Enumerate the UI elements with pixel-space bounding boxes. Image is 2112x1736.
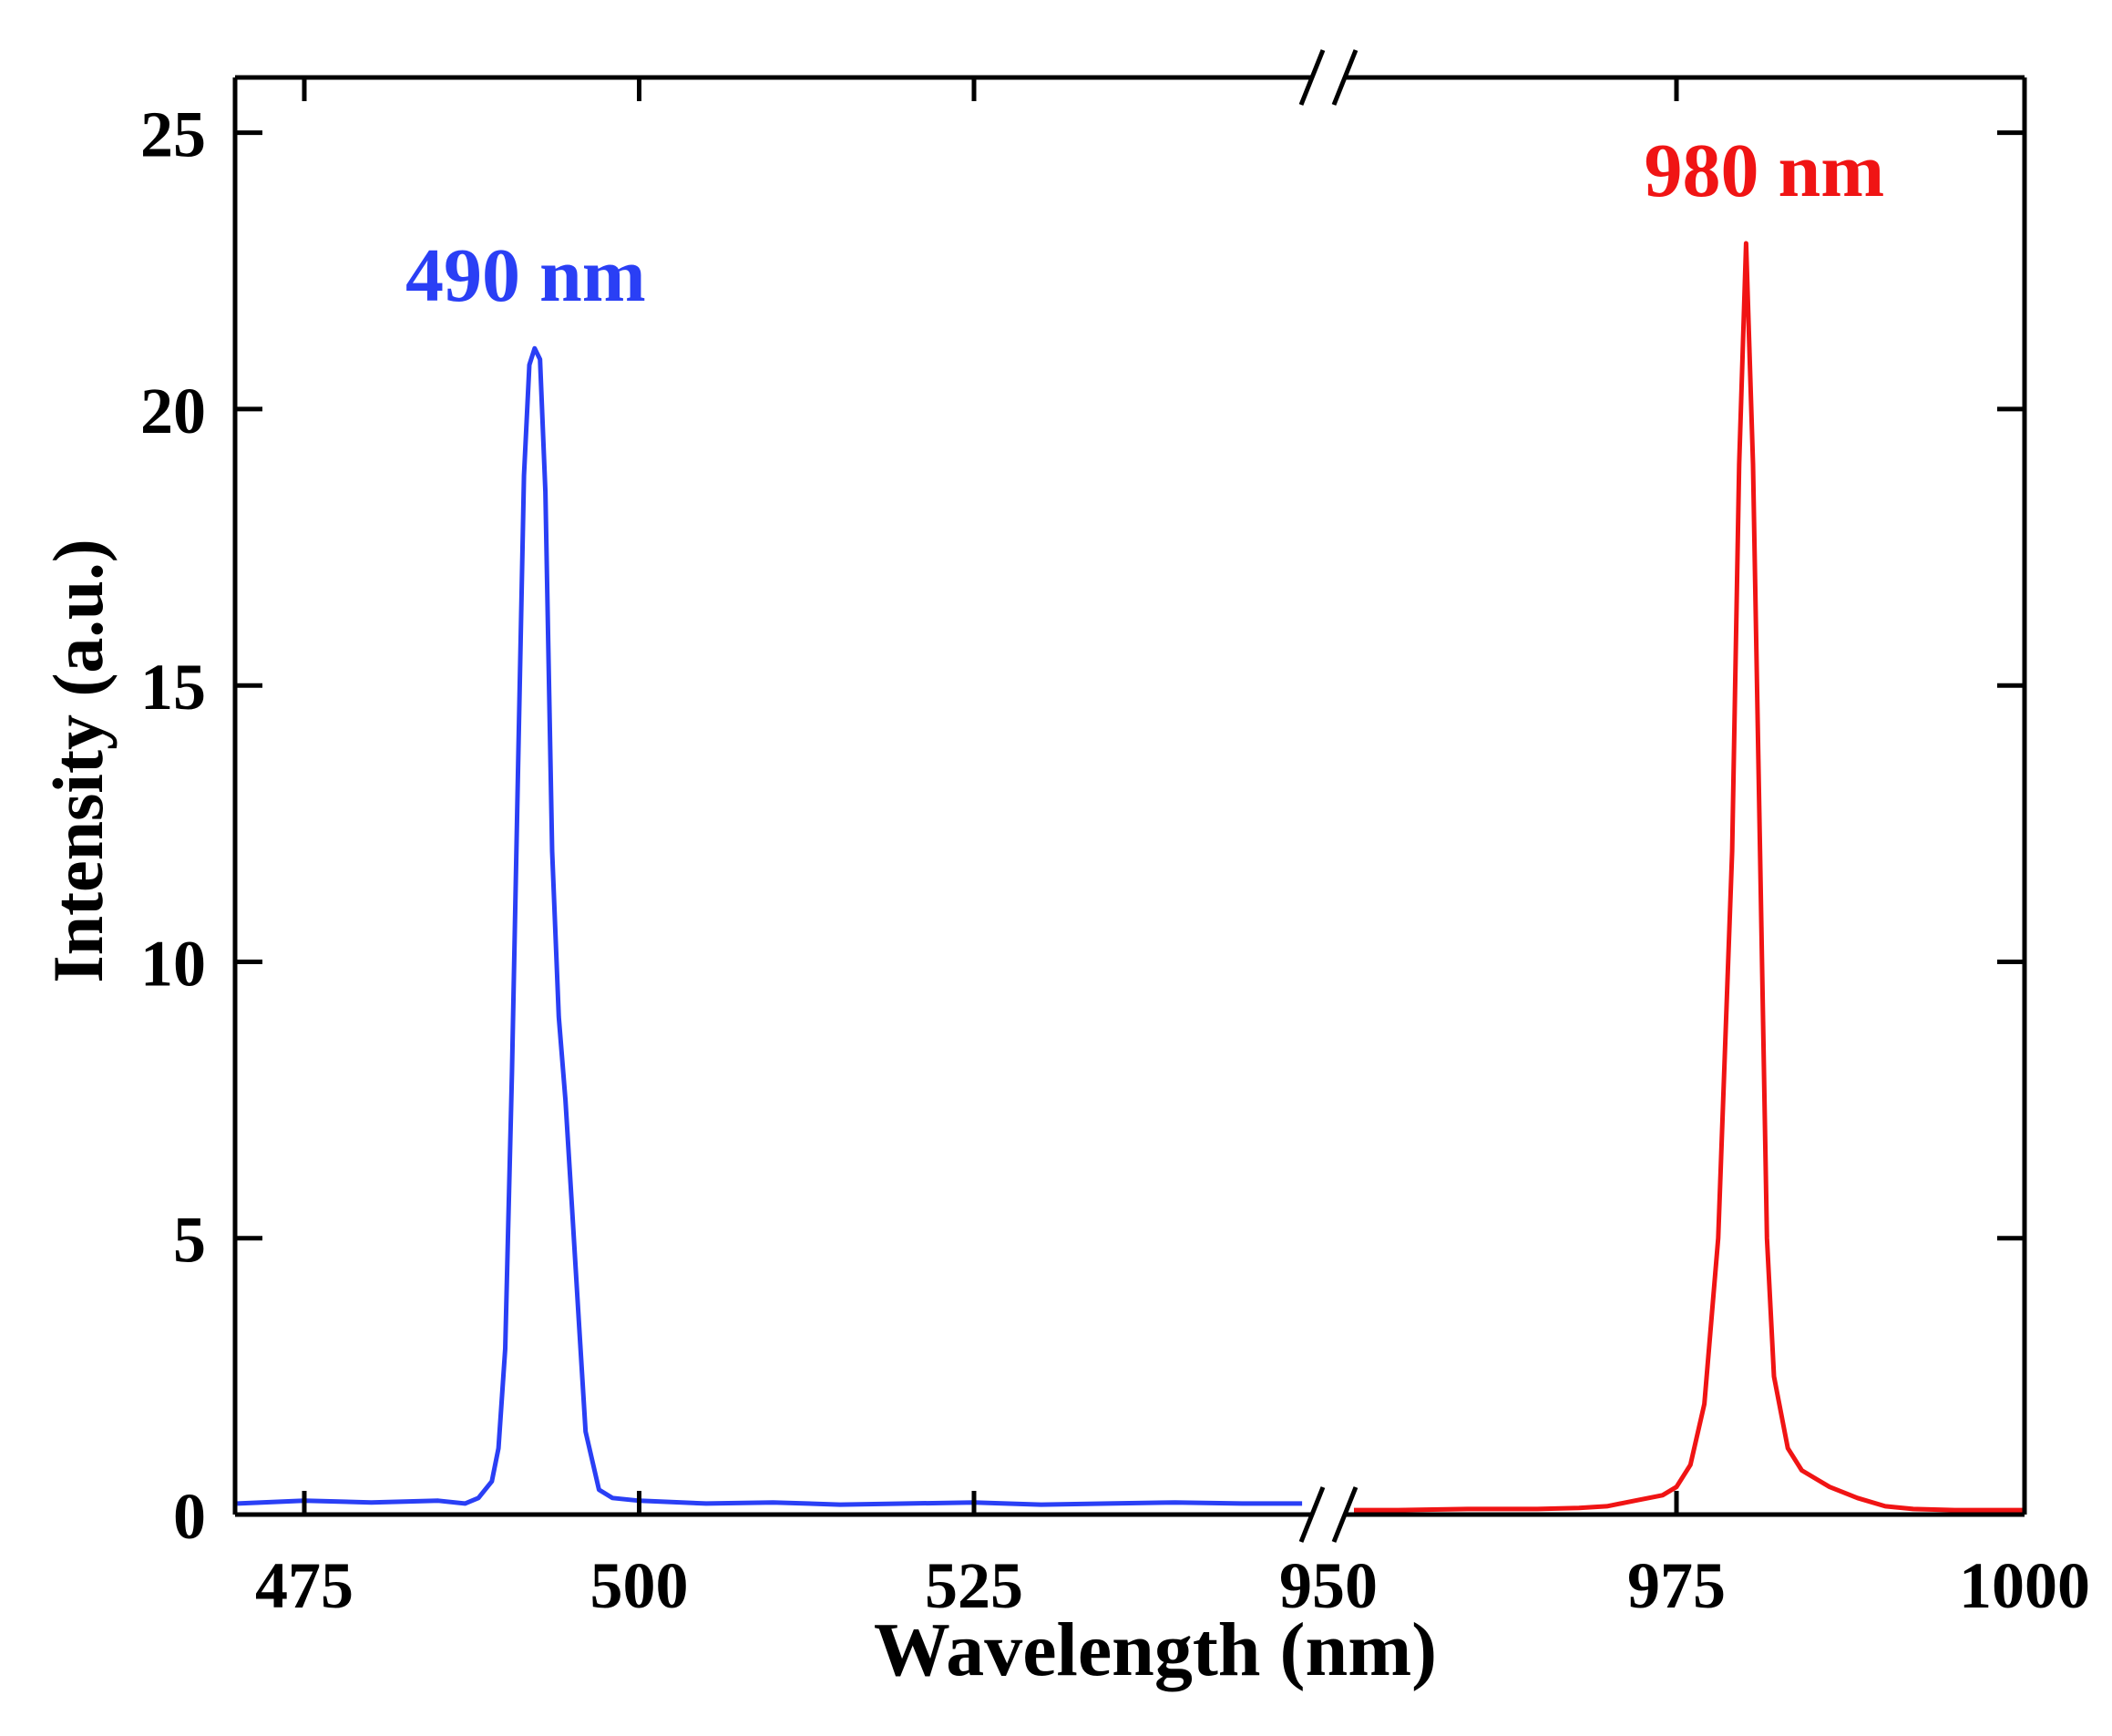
break-slash-bottom <box>1331 1486 1358 1543</box>
x-tick-label: 1000 <box>1959 1549 2090 1622</box>
peak-label-490: 490 nm <box>405 233 646 318</box>
series-layer <box>237 241 2023 1513</box>
series-line-1 <box>1354 241 2023 1513</box>
plot-frame <box>232 75 2027 1517</box>
ticks: 0 5 10 15 20 25 475 500 525 950 975 1000 <box>140 77 2090 1622</box>
x-tick-label: 975 <box>1627 1549 1726 1622</box>
x-tick-label: 475 <box>255 1549 354 1622</box>
y-tick-label: 15 <box>140 651 206 724</box>
y-tick-label: 0 <box>173 1480 206 1553</box>
x-tick-label: 525 <box>925 1549 1023 1622</box>
break-gap-bottom <box>1312 1487 1345 1542</box>
break-slash-top <box>1331 49 1358 106</box>
y-tick-label: 20 <box>140 375 206 447</box>
series-line-0 <box>237 345 1303 1507</box>
x-tick-label: 950 <box>1279 1549 1378 1622</box>
y-tick-label: 5 <box>173 1204 206 1277</box>
y-tick-label: 10 <box>140 927 206 1000</box>
peak-label-980: 980 nm <box>1645 128 1885 213</box>
break-slash-bottom <box>1298 1486 1326 1543</box>
x-tick-label: 500 <box>590 1549 689 1622</box>
break-slash-top <box>1298 49 1326 106</box>
y-tick-label: 25 <box>140 98 206 171</box>
y-axis-label: Intensity (a.u.) <box>38 539 118 983</box>
labels: Wavelength (nm) Intensity (a.u.) 490 nm … <box>38 128 1884 1692</box>
axis-break-marks <box>1298 49 1358 1543</box>
break-gap-top <box>1312 50 1345 105</box>
x-axis-label: Wavelength (nm) <box>874 1608 1437 1692</box>
